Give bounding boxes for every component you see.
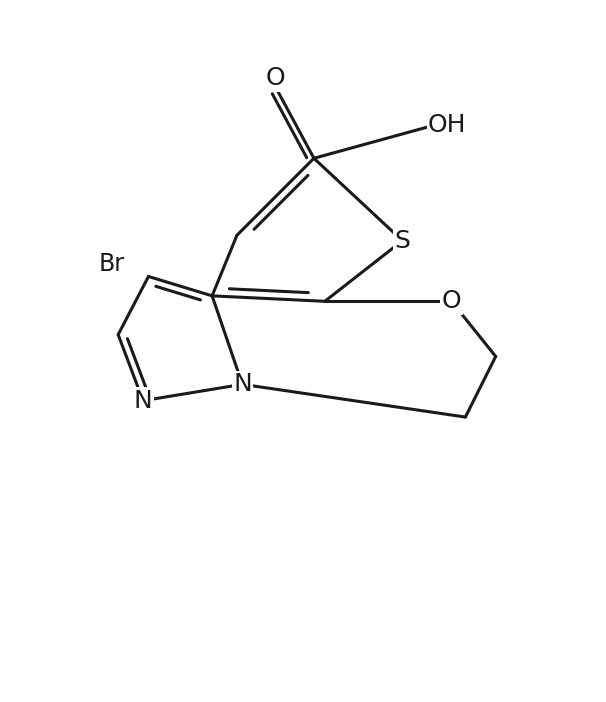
Text: Br: Br xyxy=(98,252,124,277)
Text: S: S xyxy=(395,229,410,253)
Text: O: O xyxy=(442,289,461,313)
Text: O: O xyxy=(266,66,285,91)
Text: N: N xyxy=(233,372,251,397)
Text: N: N xyxy=(134,389,152,413)
Text: OH: OH xyxy=(428,113,467,137)
